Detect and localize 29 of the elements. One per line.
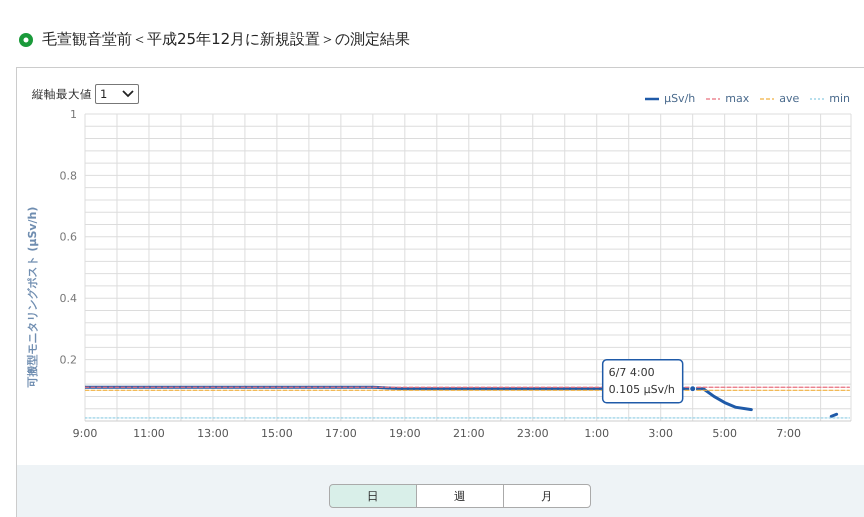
x-tick-label: 23:00 bbox=[516, 426, 549, 440]
annotation: 6/7 4:00 0.105 μSv/h bbox=[608, 366, 675, 396]
y-tick-label: 1 bbox=[70, 108, 77, 121]
x-tick-label: 13:00 bbox=[197, 426, 229, 440]
y-axis-title: 可搬型モニタリングポスト (μSv/h) bbox=[26, 206, 39, 388]
x-tick-label: 9:00 bbox=[72, 426, 98, 440]
x-tick-label: 19:00 bbox=[388, 426, 421, 440]
legend-label: max bbox=[724, 92, 750, 105]
x-tick-label: 21:00 bbox=[452, 426, 485, 440]
x-tick-label: 5:00 bbox=[712, 426, 738, 440]
legend-label: min bbox=[828, 92, 850, 105]
tab-button: 日 bbox=[329, 484, 417, 508]
x-tick-label: 17:00 bbox=[325, 426, 357, 440]
text: 縦軸最大値 bbox=[32, 86, 92, 102]
x-tick-label: 15:00 bbox=[261, 426, 293, 440]
y-tick-label: 0.6 bbox=[60, 230, 77, 244]
legend-label: μSv/h bbox=[663, 92, 696, 105]
legend-label: ave bbox=[778, 92, 800, 105]
x-tick-label: 7:00 bbox=[776, 426, 801, 440]
x-tick-label: 3:00 bbox=[648, 426, 674, 440]
y-tick-label: 0.8 bbox=[60, 169, 77, 182]
tab-button: 月 bbox=[503, 484, 591, 508]
dropdown: 1 bbox=[95, 84, 139, 104]
x-tick-label: 11:00 bbox=[133, 426, 165, 440]
y-tick-label: 0.2 bbox=[60, 354, 77, 367]
y-tick-label: 0.4 bbox=[60, 292, 77, 306]
x-tick-label: 1:00 bbox=[584, 426, 610, 440]
tab-button: 週 bbox=[416, 484, 504, 508]
chart-title: 毛萱観音堂前＜平成25年12月に新規設置＞の測定結果 bbox=[42, 30, 410, 49]
